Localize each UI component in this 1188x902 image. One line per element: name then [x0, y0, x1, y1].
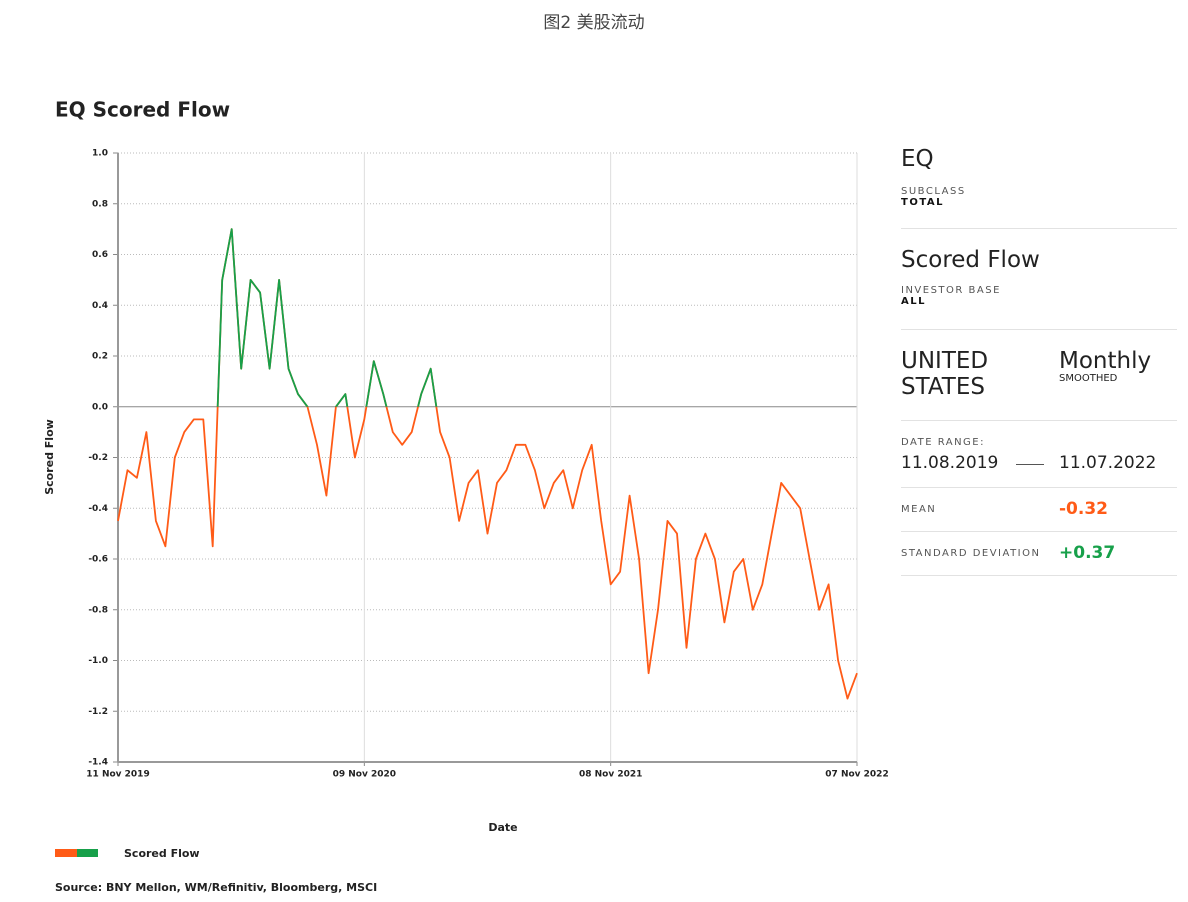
mean-value: -0.32 — [1059, 499, 1108, 519]
y-tick-label: -0.8 — [88, 605, 108, 615]
y-tick-label: 1.0 — [92, 149, 108, 159]
legend-swatch-positive — [77, 849, 98, 857]
line-series — [117, 228, 858, 700]
metric: Scored Flow — [901, 247, 1040, 273]
subclass: TOTAL — [901, 197, 944, 208]
date-dash — [1016, 464, 1044, 465]
y-tick-label: -1.4 — [88, 758, 108, 768]
y-tick-label: -0.4 — [88, 504, 108, 514]
investor-base-label: INVESTOR BASE — [901, 285, 1001, 296]
y-tick-label: 0.8 — [92, 199, 108, 209]
line-series-positive — [216, 228, 438, 407]
y-tick-label: 0.6 — [92, 250, 108, 260]
x-tick-label: 08 Nov 2021 — [579, 770, 642, 780]
frequency: Monthly — [1059, 348, 1152, 374]
smoothing: SMOOTHED — [1059, 373, 1118, 384]
figure-caption: 图2 美股流动 — [543, 13, 645, 33]
x-tick-label: 11 Nov 2019 — [86, 770, 149, 780]
y-tick-label: 0.0 — [92, 402, 108, 412]
legend-swatch — [55, 849, 77, 857]
y-tick-label: -1.2 — [88, 707, 108, 717]
x-axis-label: Date — [488, 821, 517, 834]
investor-base: ALL — [901, 296, 926, 307]
y-tick-label: -0.2 — [88, 453, 108, 463]
mean-label: MEAN — [901, 504, 937, 515]
asset: EQ — [901, 146, 934, 172]
info-panel: EQ SUBCLASS TOTAL Scored Flow INVESTOR B… — [901, 140, 1177, 576]
region: UNITED STATES — [901, 348, 989, 400]
y-tick-label: -0.6 — [88, 555, 108, 565]
sd-value: +0.37 — [1059, 543, 1116, 563]
chart-title: EQ Scored Flow — [55, 98, 230, 122]
y-tick-label: 0.4 — [92, 301, 108, 311]
source: Source: BNY Mellon, WM/Refinitiv, Bloomb… — [55, 881, 377, 894]
legend-label: Scored Flow — [124, 847, 200, 860]
date-end: 11.07.2022 — [1059, 453, 1157, 473]
x-tick-label: 07 Nov 2022 — [825, 770, 888, 780]
x-tick-label: 09 Nov 2020 — [333, 770, 396, 780]
sd-label: STANDARD DEVIATION — [901, 548, 1041, 559]
y-tick-label: 0.2 — [92, 352, 108, 362]
subclass-label: SUBCLASS — [901, 186, 966, 197]
date-range-label: DATE RANGE: — [901, 437, 985, 448]
date-start: 11.08.2019 — [901, 453, 999, 473]
y-axis-label: Scored Flow — [43, 419, 56, 495]
y-tick-label: -1.0 — [88, 656, 108, 666]
